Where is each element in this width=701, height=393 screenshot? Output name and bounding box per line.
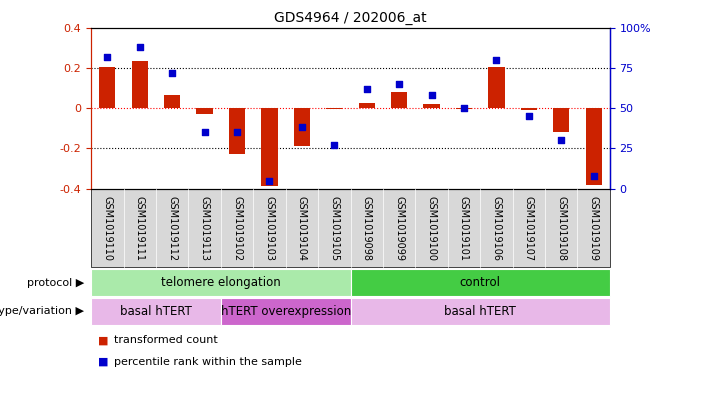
Point [231,129,243,135]
Bar [221,298,350,325]
Text: percentile rank within the sample: percentile rank within the sample [114,357,301,367]
Bar [261,108,278,185]
Bar [132,61,148,108]
Bar [196,108,212,114]
Bar [350,269,610,296]
Bar [359,103,375,108]
Point [458,105,470,111]
Point [102,53,113,60]
Point [588,173,599,179]
Point [523,113,534,119]
Text: control: control [460,276,501,289]
Bar [350,298,610,325]
Point [426,92,437,98]
Bar [91,298,221,325]
Bar [164,95,180,108]
Text: protocol ▶: protocol ▶ [27,277,84,288]
Bar [456,108,472,109]
Point [556,137,567,143]
Text: genotype/variation ▶: genotype/variation ▶ [0,306,84,316]
Bar [229,108,245,154]
Bar [423,104,440,108]
Bar [585,108,601,185]
Point [393,81,404,87]
Title: GDS4964 / 202006_at: GDS4964 / 202006_at [274,11,427,25]
Bar [294,108,310,146]
Bar [91,269,350,296]
Text: basal hTERT: basal hTERT [120,305,192,318]
Point [361,86,372,92]
Point [297,124,308,130]
Bar [489,67,505,108]
Point [199,129,210,135]
Bar [326,108,342,109]
Point [329,142,340,148]
Bar [391,92,407,108]
Point [491,57,502,63]
Text: hTERT overexpression: hTERT overexpression [221,305,350,318]
Point [167,70,178,76]
Text: transformed count: transformed count [114,335,217,345]
Text: ■: ■ [98,335,109,345]
Bar [553,108,569,132]
Bar [521,108,537,110]
Text: ■: ■ [98,357,109,367]
Text: telomere elongation: telomere elongation [161,276,280,289]
Text: basal hTERT: basal hTERT [444,305,516,318]
Point [134,44,145,50]
Bar [100,67,116,108]
Point [264,177,275,184]
